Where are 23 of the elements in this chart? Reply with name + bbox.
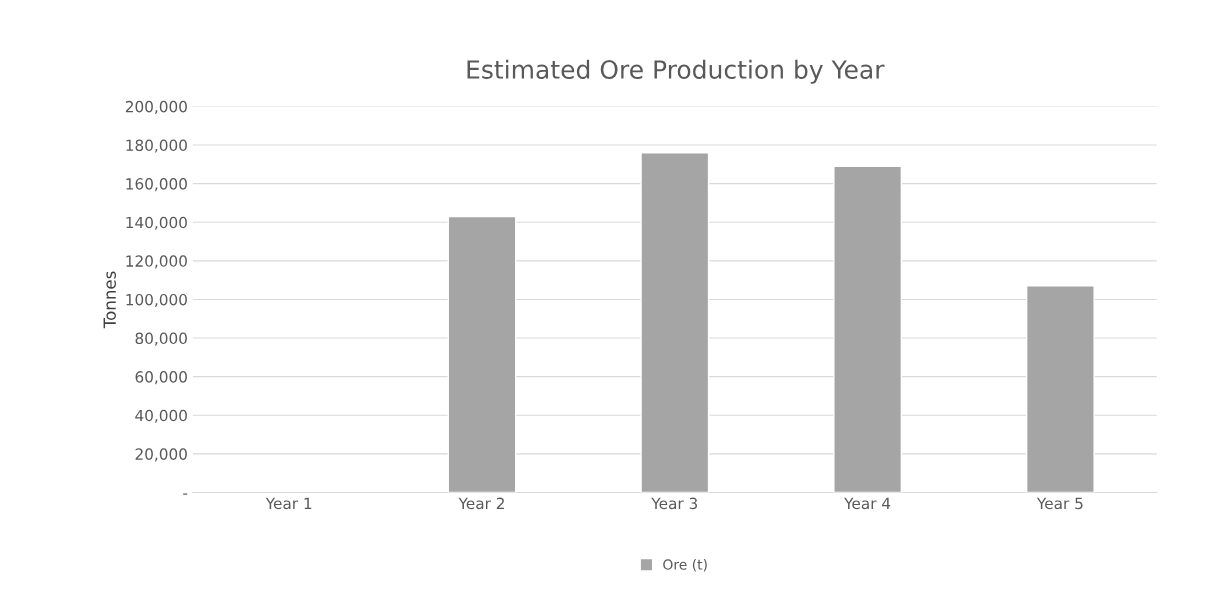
x-tick-label: Year 1 — [265, 497, 312, 510]
y-tick-label: 200,000 — [125, 100, 187, 114]
bar — [1025, 285, 1095, 493]
bar — [447, 215, 517, 493]
bar — [640, 152, 710, 493]
y-axis-title: Tonnes — [103, 271, 116, 329]
x-tick-label: Year 5 — [1036, 497, 1083, 510]
y-tick-label: 80,000 — [135, 332, 187, 346]
x-tick-label: Year 3 — [651, 497, 698, 510]
y-tick-label: 20,000 — [135, 448, 187, 462]
y-tick-label: 160,000 — [126, 178, 187, 192]
legend-label: Ore (t) — [663, 559, 707, 572]
y-tick-label: 180,000 — [126, 139, 187, 153]
y-tick-label: 120,000 — [126, 255, 187, 269]
bar — [833, 165, 903, 493]
chart-title: Estimated Ore Production by Year — [467, 59, 885, 84]
y-tick-label: 100,000 — [126, 293, 187, 308]
y-tick-label: 60,000 — [135, 371, 187, 385]
x-tick-label: Year 2 — [458, 497, 504, 510]
y-tick-label: 40,000 — [135, 409, 187, 423]
y-tick-label: 140,000 — [126, 216, 187, 230]
y-tick-label: - — [183, 493, 188, 495]
x-tick-label: Year 4 — [844, 497, 891, 510]
